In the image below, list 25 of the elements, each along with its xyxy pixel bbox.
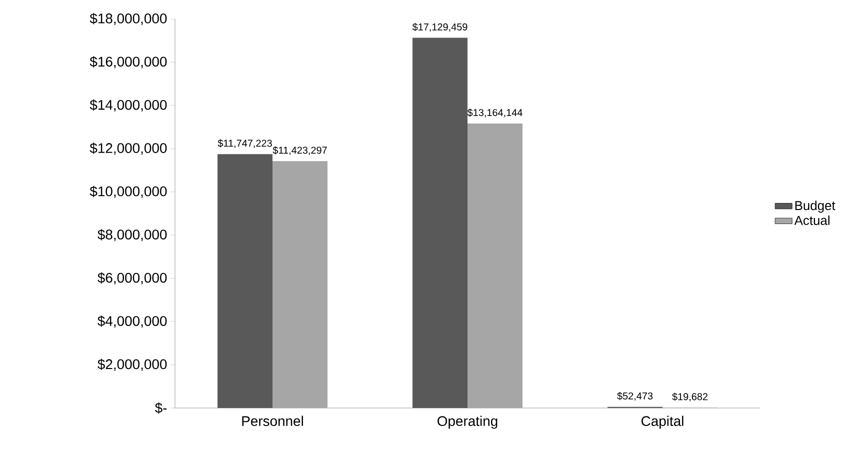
- y-tick-label: $4,000,000: [98, 315, 167, 328]
- data-label: $19,682: [672, 392, 708, 402]
- x-tick-label: Personnel: [242, 416, 303, 426]
- bar: [272, 161, 328, 408]
- bar: [218, 154, 272, 408]
- data-label: $11,423,297: [272, 146, 327, 155]
- y-tick-label: $2,000,000: [98, 358, 167, 371]
- y-tick-label: $18,000,000: [90, 12, 167, 26]
- y-tick-label: $10,000,000: [90, 186, 167, 198]
- y-tick-label: $6,000,000: [98, 272, 167, 284]
- data-label: $11,747,223: [218, 139, 272, 148]
- legend-label: Actual: [794, 215, 830, 225]
- y-tick-label: $14,000,000: [90, 99, 167, 112]
- legend-label: Budget: [795, 200, 836, 213]
- y-tick-label: $8,000,000: [98, 229, 167, 242]
- y-tick-label: $-: [154, 402, 167, 414]
- x-tick-label: Operating: [438, 416, 498, 429]
- y-tick-label: $12,000,000: [90, 142, 167, 155]
- bar: [468, 124, 523, 408]
- bar: [412, 38, 468, 408]
- data-label: $52,473: [617, 392, 653, 401]
- x-tick-label: Capital: [642, 416, 684, 429]
- y-tick-label: $16,000,000: [90, 56, 167, 68]
- data-label: $13,164,144: [467, 108, 522, 118]
- data-label: $17,129,459: [412, 22, 468, 32]
